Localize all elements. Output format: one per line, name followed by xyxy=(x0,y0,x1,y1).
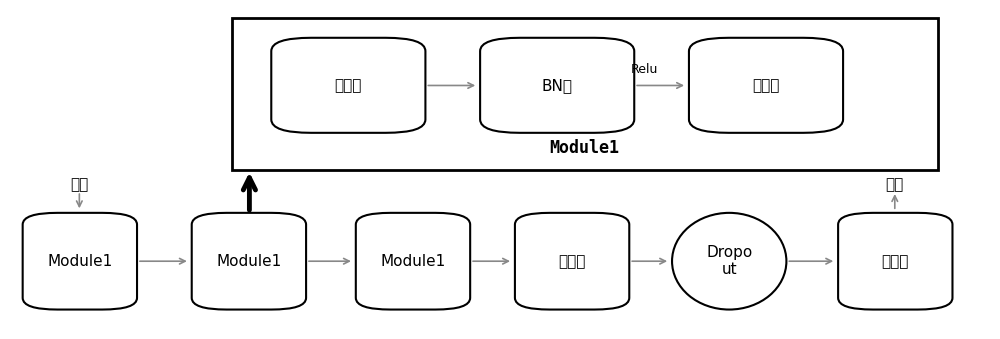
Text: Relu: Relu xyxy=(631,63,658,76)
FancyBboxPatch shape xyxy=(192,213,306,310)
Text: 输出: 输出 xyxy=(886,177,904,192)
Text: 卷积层: 卷积层 xyxy=(335,78,362,93)
FancyBboxPatch shape xyxy=(271,38,425,133)
Text: 线性层: 线性层 xyxy=(558,254,586,269)
Text: 输入: 输入 xyxy=(70,177,88,192)
Ellipse shape xyxy=(672,213,786,310)
Text: 池化层: 池化层 xyxy=(752,78,780,93)
FancyBboxPatch shape xyxy=(515,213,629,310)
FancyBboxPatch shape xyxy=(23,213,137,310)
Text: Dropo
ut: Dropo ut xyxy=(706,245,752,277)
Bar xyxy=(232,18,938,170)
Text: BN层: BN层 xyxy=(542,78,573,93)
Text: Module1: Module1 xyxy=(550,139,620,157)
FancyBboxPatch shape xyxy=(480,38,634,133)
FancyBboxPatch shape xyxy=(356,213,470,310)
Text: Module1: Module1 xyxy=(216,254,282,269)
FancyBboxPatch shape xyxy=(689,38,843,133)
Text: Module1: Module1 xyxy=(47,254,112,269)
FancyBboxPatch shape xyxy=(838,213,952,310)
Text: Module1: Module1 xyxy=(380,254,446,269)
Text: 线性层: 线性层 xyxy=(882,254,909,269)
